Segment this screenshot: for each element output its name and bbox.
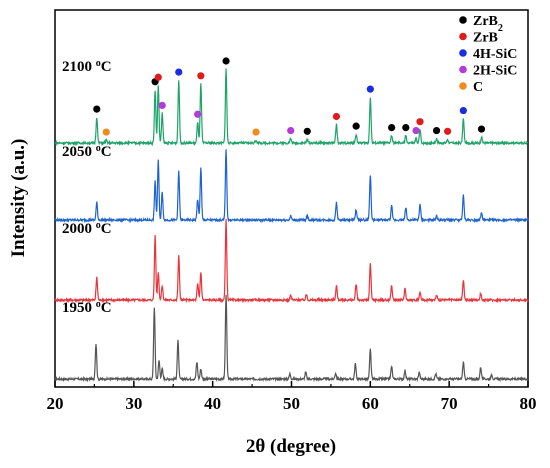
phase-marker: [412, 126, 420, 135]
x-tick-label: 70: [441, 394, 458, 413]
series-traces: [54, 68, 529, 383]
phase-marker: [158, 101, 166, 109]
plot-frame: [54, 9, 529, 388]
phase-marker: [432, 126, 441, 135]
legend-label: ZrB: [473, 31, 498, 46]
phase-marker: [388, 124, 396, 132]
phase-marker: [366, 85, 374, 93]
legend-marker: [459, 49, 467, 57]
legend-label: ZrB2: [473, 14, 503, 34]
phase-marker: [175, 68, 183, 76]
x-tick-label: 80: [520, 394, 537, 413]
x-tick-label: 20: [47, 394, 64, 413]
sample-temperature-label: 2000 oC: [62, 220, 112, 238]
x-axis-label: 2θ (degree): [246, 436, 336, 457]
y-axis-label: Intensity (a.u.): [8, 139, 29, 258]
phase-marker: [402, 124, 410, 132]
legend-label: C: [473, 80, 483, 95]
sample-labels: 2100 oC 2050 oC 2000 oC 1950 oC: [62, 58, 112, 317]
phase-marker: [459, 106, 467, 115]
series-line: [54, 68, 529, 147]
phase-marker: [332, 112, 341, 121]
series-line: [54, 149, 529, 224]
series-line: [54, 218, 529, 304]
phase-marker: [287, 126, 295, 135]
phase-marker: [352, 122, 360, 130]
x-tick-label: 50: [283, 394, 300, 413]
x-tick-label: 30: [125, 394, 142, 413]
sample-temperature-label: 2100 oC: [62, 58, 112, 76]
phase-marker: [416, 118, 424, 126]
series-line: [54, 294, 529, 383]
phase-markers: [93, 57, 486, 136]
phase-marker: [154, 73, 162, 81]
phase-marker: [197, 72, 205, 80]
phase-marker: [477, 125, 486, 133]
legend-label: 2H-SiC: [473, 64, 517, 79]
legend-label: 4H-SiC: [473, 47, 517, 62]
x-tick-label: 40: [204, 394, 221, 413]
legend-marker: [459, 65, 467, 74]
phase-marker: [303, 127, 311, 135]
phase-marker: [194, 110, 202, 118]
x-axis: 20 30 40 50 60 70 80: [47, 381, 537, 413]
phase-marker: [222, 57, 230, 65]
legend-marker: [459, 32, 467, 41]
legend-marker: [459, 82, 467, 90]
phase-marker: [443, 127, 452, 135]
x-tick-label: 60: [362, 394, 379, 413]
sample-temperature-label: 2050 oC: [62, 143, 112, 161]
phase-marker: [252, 128, 260, 136]
legend-marker: [459, 16, 467, 24]
phase-marker: [102, 128, 110, 136]
sample-temperature-label: 1950 oC: [62, 299, 112, 317]
phase-marker: [93, 105, 101, 113]
